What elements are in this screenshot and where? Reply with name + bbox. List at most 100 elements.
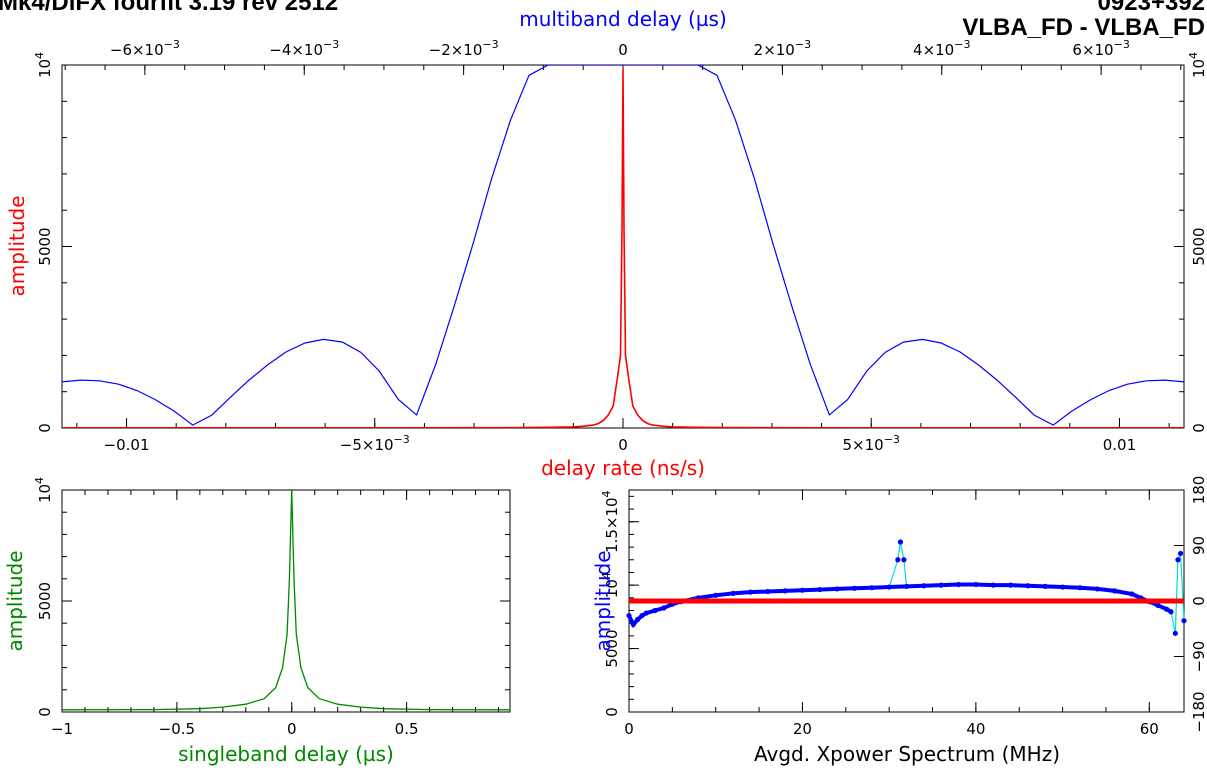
spectrum-data-point	[661, 605, 667, 611]
spectrum-x-tick-label: 60	[1140, 720, 1159, 738]
spectrum-data-point	[626, 612, 632, 619]
singleband-x-tick-label: 0.5	[395, 720, 419, 738]
main-top-tick-label: 6×10−3	[1072, 38, 1129, 59]
spectrum-right-tick-label: −180	[1190, 691, 1207, 732]
spectrum-right-tick-label: 180	[1190, 476, 1207, 505]
main-left-tick-label: 104	[33, 52, 54, 78]
singleband-y-axis-title: amplitude	[3, 550, 27, 651]
spectrum-data-point	[630, 621, 636, 628]
singleband-delay-panel: −1 −0.5 0 0.5 0 5000 104 singleband delay (µs) a…	[3, 477, 511, 766]
spectrum-data-point	[955, 581, 962, 588]
main-right-tick-label: 104	[1187, 52, 1207, 78]
spectrum-data-point	[635, 616, 641, 622]
spectrum-data-point	[652, 607, 658, 614]
spectrum-data-point	[1094, 586, 1100, 592]
spectrum-amplitude-band	[627, 582, 1173, 629]
main-bottom-tick-label: −5×10−3	[340, 433, 410, 454]
singleband-series-line	[61, 489, 511, 711]
spectrum-data-point	[643, 610, 649, 616]
singleband-x-tick-label: 0	[287, 720, 297, 738]
spectrum-y-tick-label: 0	[603, 707, 621, 717]
spectrum-x-tick-label: 20	[793, 720, 812, 738]
spectrum-data-point	[730, 590, 736, 596]
spectrum-data-point	[886, 584, 892, 590]
main-bottom-tick-label: 5×10−3	[843, 433, 900, 454]
spectrum-data-point	[869, 585, 875, 591]
main-bottom-tick-label: 0.01	[1103, 436, 1136, 454]
main-bottom-tick-label: 0	[618, 436, 628, 454]
spectrum-data-point	[1112, 588, 1118, 594]
spectrum-data-point	[938, 582, 944, 588]
spectrum-data-point	[851, 585, 858, 591]
spectrum-data-point	[639, 612, 645, 619]
spectrum-y-tick-label: 5000	[603, 629, 621, 667]
main-multiband-axis-title: multiband delay (µs)	[519, 7, 727, 31]
spectrum-data-point	[834, 586, 840, 592]
spectrum-data-point	[1129, 591, 1135, 597]
spectrum-data-point	[1172, 630, 1178, 636]
spectrum-data-point	[921, 583, 927, 589]
main-top-tick-label: −2×10−3	[429, 38, 499, 59]
main-top-tick-label: 4×10−3	[913, 38, 970, 59]
spectrum-right-tick-label: 90	[1190, 536, 1207, 555]
singleband-plot-frame	[61, 489, 511, 713]
spectrum-data-point	[1164, 606, 1170, 612]
header-right-title: 0923+392	[1098, 0, 1205, 16]
main-series-delay_rate	[62, 68, 1184, 428]
spectrum-right-tick-label: −90	[1190, 641, 1207, 673]
singleband-y-tick-label: 104	[33, 477, 54, 503]
spectrum-data-point	[1059, 584, 1066, 590]
singleband-x-tick-label: −1	[51, 720, 73, 738]
main-top-tick-label: −6×10−3	[110, 38, 180, 59]
spectrum-data-point	[895, 557, 901, 563]
spectrum-data-point	[973, 581, 979, 588]
spectrum-data-point	[1155, 602, 1161, 609]
spectrum-data-point	[1042, 583, 1048, 590]
spectrum-data-point	[799, 587, 806, 593]
spectrum-data-point	[1168, 609, 1174, 615]
main-right-tick-label: 5000	[1190, 227, 1207, 265]
singleband-x-tick-label: −0.5	[159, 720, 195, 738]
spectrum-data-point	[1181, 618, 1187, 624]
main-delay-rate-panel: −0.01 −5×10−3 0 5×10−3 0.01 −6×10−3 −4×10−3 −2×…	[5, 7, 1207, 480]
main-top-tick-label: 0	[618, 41, 628, 59]
spectrum-data-point	[1177, 550, 1184, 557]
singleband-y-tick-label: 5000	[36, 582, 54, 620]
singleband-x-axis-title: singleband delay (µs)	[178, 742, 394, 766]
spectrum-data-point	[1077, 585, 1083, 591]
spectrum-data-point	[713, 592, 719, 598]
main-delay-rate-axis-title: delay rate (ns/s)	[541, 456, 705, 480]
spectrum-data-point	[817, 586, 823, 593]
spectrum-x-tick-label: 0	[624, 720, 634, 738]
spectrum-x-axis-title: Avgd. Xpower Spectrum (MHz)	[754, 742, 1060, 766]
spectrum-data-point	[990, 582, 996, 588]
spectrum-data-point	[897, 539, 904, 545]
spectrum-right-tick-label: 0	[1190, 596, 1207, 606]
spectrum-data-point	[765, 588, 771, 595]
spectrum-x-tick-label: 40	[966, 720, 985, 738]
main-top-tick-label: −4×10−3	[269, 38, 339, 59]
header-baseline: VLBA_FD - VLBA_FD	[962, 14, 1205, 41]
spectrum-data-point	[901, 557, 907, 563]
spectrum-data-point	[1007, 582, 1014, 588]
main-top-tick-label: 2×10−3	[754, 38, 811, 59]
spectrum-y-axis-title: amplitude	[591, 550, 615, 651]
spectrum-data-point	[782, 588, 788, 594]
header-left-title: Mk4/DiFX fourfit 3.19 rev 2512	[0, 0, 338, 16]
main-left-tick-label: 0	[36, 423, 54, 433]
main-right-tick-label: 0	[1190, 423, 1207, 433]
main-bottom-tick-label: −0.01	[104, 436, 150, 454]
spectrum-data-point	[1025, 583, 1031, 589]
xpower-spectrum-panel: 0 20 40 60050001041.5×104−180−90090180Avgd.…	[591, 476, 1207, 766]
spectrum-data-point	[747, 589, 754, 595]
spectrum-data-point	[1175, 557, 1181, 563]
main-series-group	[62, 65, 1184, 428]
singleband-y-tick-label: 0	[36, 707, 54, 717]
spectrum-y-tick-label: 1.5×104	[600, 490, 621, 553]
main-amplitude-axis-title: amplitude	[5, 195, 29, 296]
main-left-tick-label: 5000	[36, 227, 54, 265]
spectrum-data-point	[903, 583, 910, 590]
main-series-multiband	[62, 65, 1184, 426]
